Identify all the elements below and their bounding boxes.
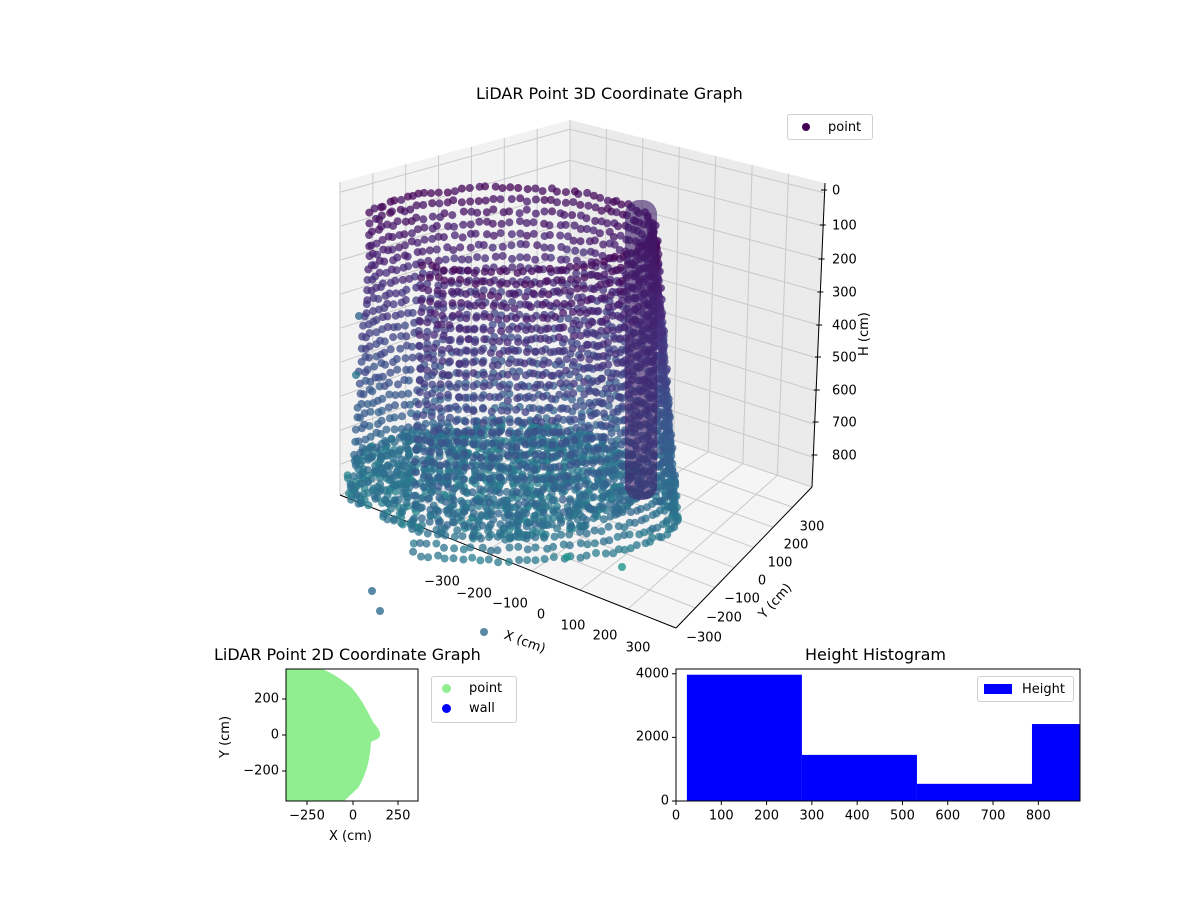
x-tick-label: 700 <box>980 808 1006 824</box>
x-tick-label: 100 <box>708 808 734 824</box>
histogram-bar <box>686 674 802 801</box>
plot2d-legend: point wall <box>431 676 517 723</box>
x-tick-label: −100 <box>492 596 528 612</box>
z-tick-label: 800 <box>832 448 857 464</box>
y-tick-label: 0 <box>757 573 767 589</box>
x-tick-label: 0 <box>671 808 681 824</box>
histogram-title: Height Histogram <box>805 645 946 664</box>
y-tick-label: −100 <box>724 591 760 607</box>
z-tick-label: 300 <box>832 285 857 301</box>
z-tick-label: 500 <box>832 350 857 366</box>
plot2d-xlabel: X (cm) <box>329 829 372 844</box>
legend-label: wall <box>469 700 495 716</box>
x-tick-label: 0 <box>536 607 546 623</box>
plot3d-legend: point <box>787 114 873 140</box>
legend-label: point <box>828 119 862 135</box>
y-tick-label: −200 <box>243 763 279 779</box>
z-tick-label: 200 <box>832 252 857 268</box>
x-tick-label: −250 <box>289 808 325 824</box>
y-tick-label: 200 <box>783 537 809 553</box>
legend-item-point: point <box>432 678 516 698</box>
legend-patch-icon <box>984 684 1012 694</box>
z-tick-label: 700 <box>832 415 857 431</box>
legend-label: Height <box>1022 681 1065 697</box>
legend-marker-icon <box>802 123 810 131</box>
y-tick-label: 4000 <box>635 666 669 682</box>
y-tick-label: 100 <box>767 555 793 571</box>
legend-marker-icon <box>442 683 451 693</box>
legend-marker-icon <box>442 703 451 713</box>
y-tick-label: −300 <box>686 630 722 646</box>
y-tick-label: 2000 <box>635 729 669 745</box>
y-tick-label: 300 <box>799 519 825 535</box>
x-tick-label: 200 <box>592 628 618 644</box>
x-tick-label: 100 <box>560 618 586 634</box>
legend-label: point <box>469 680 503 696</box>
z-tick-label: 600 <box>832 383 857 399</box>
x-tick-label: 200 <box>754 808 779 824</box>
histogram-bar <box>801 754 917 801</box>
x-tick-label: 300 <box>799 808 825 824</box>
x-tick-label: −200 <box>456 586 492 602</box>
y-tick-label: 0 <box>660 793 669 809</box>
y-tick-label: 200 <box>254 691 279 707</box>
z-tick-label: 100 <box>832 218 857 234</box>
x-tick-label: 250 <box>385 808 411 824</box>
y-tick-label: 0 <box>270 727 279 743</box>
z-tick-label: 400 <box>832 318 857 334</box>
histogram-bar <box>916 783 1032 801</box>
x-tick-label: 500 <box>890 808 915 824</box>
z-tick-label: 0 <box>832 183 841 199</box>
plot3d-title: LiDAR Point 3D Coordinate Graph <box>476 84 743 103</box>
legend-item-wall: wall <box>432 698 516 718</box>
histogram-bar <box>1031 724 1080 801</box>
y-tick-label: −200 <box>706 610 742 626</box>
x-tick-label: 300 <box>625 640 651 656</box>
x-tick-label: 800 <box>1025 808 1051 824</box>
plot2d-title: LiDAR Point 2D Coordinate Graph <box>214 645 481 664</box>
x-tick-label: 600 <box>935 808 961 824</box>
histogram-legend: Height <box>977 676 1074 702</box>
x-tick-label: 400 <box>844 808 870 824</box>
x-tick-label: 0 <box>348 808 358 824</box>
x-tick-label: −300 <box>424 574 460 590</box>
